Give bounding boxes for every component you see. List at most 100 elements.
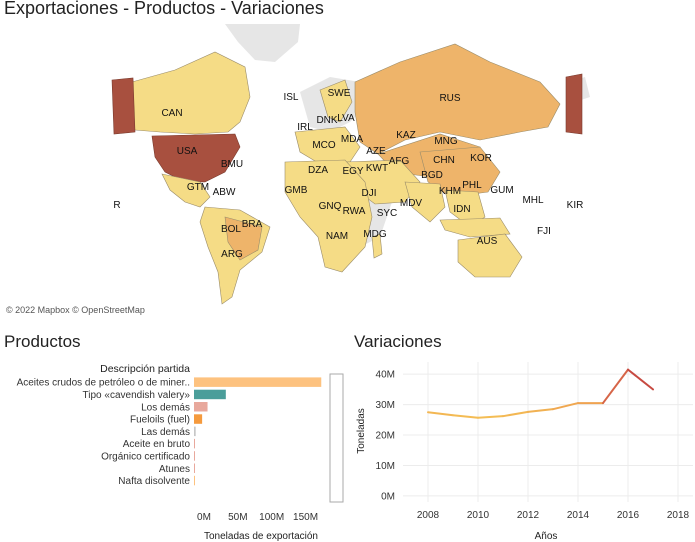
mexico-shape[interactable] bbox=[161, 173, 211, 208]
product-label: Atunes bbox=[159, 464, 190, 475]
label-abw: ABW bbox=[213, 187, 236, 198]
product-bar[interactable] bbox=[194, 438, 195, 449]
label-mng: MNG bbox=[434, 136, 458, 147]
product-bar[interactable] bbox=[194, 414, 203, 424]
brazil-shape[interactable] bbox=[224, 216, 263, 261]
world-map[interactable]: CAN USA BMU GTM ABW BRA BOL ARG ISL SWE … bbox=[0, 22, 695, 320]
label-phl: PHL bbox=[462, 180, 482, 191]
product-bar[interactable] bbox=[194, 475, 195, 486]
variations-line-segment[interactable] bbox=[527, 408, 554, 413]
products-bar-chart[interactable]: Descripción partida Aceites crudos de pe… bbox=[0, 357, 345, 542]
indonesia-shape[interactable] bbox=[439, 217, 511, 238]
map-attribution[interactable]: © 2022 Mapbox © OpenStreetMap bbox=[6, 305, 145, 315]
madagascar-shape[interactable] bbox=[371, 233, 383, 259]
label-kir: KIR bbox=[567, 200, 584, 211]
africa-shape[interactable] bbox=[284, 159, 373, 273]
label-r: R bbox=[113, 200, 120, 211]
alaska-shape[interactable] bbox=[111, 77, 136, 135]
product-label: Los demás bbox=[141, 402, 190, 413]
label-dza: DZA bbox=[308, 165, 328, 176]
map-canvas[interactable]: CAN USA BMU GTM ABW BRA BOL ARG ISL SWE … bbox=[0, 22, 695, 320]
variations-x-tick: 2010 bbox=[467, 510, 490, 521]
greenland-shape bbox=[225, 24, 300, 62]
product-label: Aceites crudos de petróleo o de miner.. bbox=[17, 378, 190, 389]
label-gnq: GNQ bbox=[319, 201, 342, 212]
product-bar[interactable] bbox=[194, 377, 322, 387]
products-x-axis-label: Toneladas de exportación bbox=[204, 531, 318, 542]
label-fji: FJI bbox=[537, 226, 551, 237]
variations-line-segment[interactable] bbox=[427, 411, 454, 417]
products-column-header: Descripción partida bbox=[100, 363, 190, 375]
products-x-tick: 0M bbox=[197, 512, 211, 523]
label-lva: LVA bbox=[337, 113, 355, 124]
variations-y-tick: 30M bbox=[376, 400, 395, 411]
product-bar[interactable] bbox=[194, 402, 208, 412]
product-label: Orgánico certificado bbox=[101, 451, 190, 462]
dashboard-title: Exportaciones - Productos - Variaciones bbox=[4, 0, 324, 18]
label-kwt: KWT bbox=[366, 163, 388, 174]
label-kaz: KAZ bbox=[396, 130, 415, 141]
usa-shape[interactable] bbox=[151, 133, 241, 183]
label-mco: MCO bbox=[312, 140, 336, 151]
label-bra: BRA bbox=[242, 219, 263, 230]
variations-y-tick: 40M bbox=[376, 370, 395, 381]
label-bol: BOL bbox=[221, 224, 241, 235]
product-bar[interactable] bbox=[194, 389, 226, 400]
variations-x-tick: 2008 bbox=[417, 510, 440, 521]
label-chn: CHN bbox=[433, 155, 455, 166]
product-label: Las demás bbox=[141, 427, 190, 438]
label-rwa: RWA bbox=[343, 206, 366, 217]
products-scrollbar[interactable] bbox=[329, 373, 344, 503]
scandinavia-shape[interactable] bbox=[319, 79, 353, 123]
products-x-tick: 50M bbox=[228, 512, 247, 523]
variations-y-tick: 10M bbox=[376, 461, 395, 472]
south-asia-shape[interactable] bbox=[404, 181, 446, 223]
products-x-tick: 100M bbox=[259, 512, 284, 523]
russia-east-shape[interactable] bbox=[565, 73, 583, 135]
variations-y-tick: 0M bbox=[381, 491, 395, 502]
variations-x-tick: 2012 bbox=[517, 510, 540, 521]
russia-shape[interactable] bbox=[354, 43, 561, 155]
product-bar[interactable] bbox=[194, 426, 196, 437]
australia-shape[interactable] bbox=[457, 233, 523, 278]
variations-x-tick: 2014 bbox=[567, 510, 590, 521]
product-bar[interactable] bbox=[194, 463, 195, 474]
label-arg: ARG bbox=[221, 249, 243, 260]
variations-y-axis-label: Toneladas bbox=[356, 408, 367, 454]
label-usa: USA bbox=[177, 146, 198, 157]
label-dnk: DNK bbox=[316, 115, 337, 126]
label-egy: EGY bbox=[342, 166, 363, 177]
label-mdv: MDV bbox=[400, 198, 423, 209]
label-gtm: GTM bbox=[187, 182, 209, 193]
label-rus: RUS bbox=[439, 93, 460, 104]
variations-line-segment[interactable] bbox=[477, 415, 504, 419]
variations-line-segment[interactable] bbox=[602, 368, 629, 405]
label-syc: SYC bbox=[377, 208, 398, 219]
label-isl: ISL bbox=[283, 92, 298, 103]
products-x-tick: 150M bbox=[293, 512, 318, 523]
products-title: Productos bbox=[4, 332, 81, 351]
product-bar[interactable] bbox=[194, 451, 195, 461]
variations-line-segment[interactable] bbox=[552, 402, 579, 411]
label-mda: MDA bbox=[341, 134, 364, 145]
variations-line-segment[interactable] bbox=[627, 368, 654, 391]
variations-x-tick: 2016 bbox=[617, 510, 640, 521]
variations-line-segment[interactable] bbox=[452, 414, 479, 419]
label-can: CAN bbox=[161, 108, 182, 119]
product-label: Aceite en bruto bbox=[123, 439, 191, 450]
canada-shape[interactable] bbox=[127, 51, 251, 135]
label-mhl: MHL bbox=[522, 195, 544, 206]
label-aze: AZE bbox=[366, 146, 386, 157]
label-irl: IRL bbox=[297, 122, 313, 133]
label-mdg: MDG bbox=[363, 229, 387, 240]
label-bmu: BMU bbox=[221, 159, 243, 170]
variations-title: Variaciones bbox=[354, 332, 442, 351]
label-afg: AFG bbox=[389, 156, 410, 167]
map-labels: CAN USA BMU GTM ABW BRA BOL ARG ISL SWE … bbox=[113, 88, 583, 260]
variations-x-tick: 2018 bbox=[667, 510, 690, 521]
variations-line-segment[interactable] bbox=[502, 410, 529, 418]
product-label: Fueloils (fuel) bbox=[130, 415, 190, 426]
label-swe: SWE bbox=[328, 88, 351, 99]
variations-line-chart[interactable]: 0M 10M 20M 30M 40M 2008 2010 2012 2014 2016 2018 T… bbox=[348, 357, 695, 542]
label-bgd: BGD bbox=[421, 170, 443, 181]
